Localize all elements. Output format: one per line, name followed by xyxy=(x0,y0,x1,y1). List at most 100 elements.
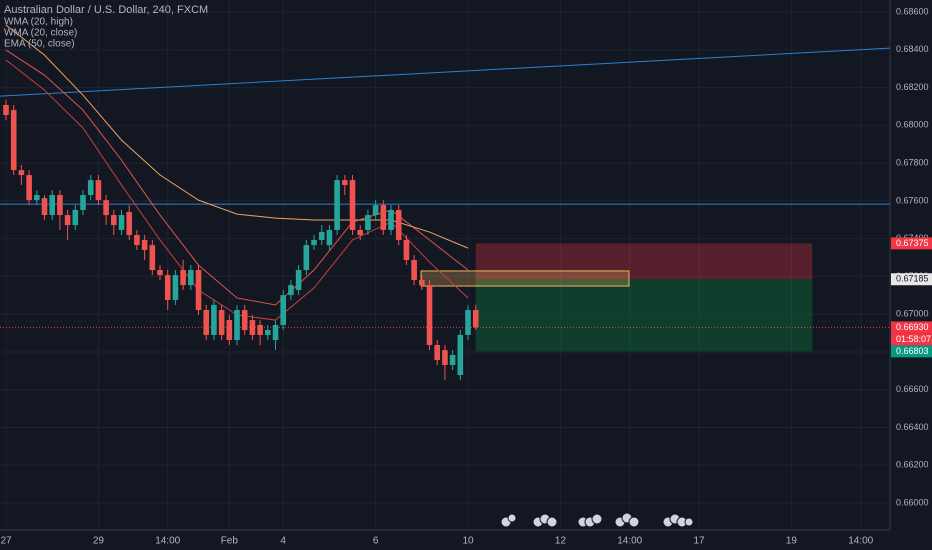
candle-body xyxy=(26,175,32,201)
candle-body xyxy=(311,239,317,246)
candle-body xyxy=(164,275,171,301)
candle-body xyxy=(295,270,302,291)
candle-body xyxy=(357,229,364,236)
x-tick-label: 29 xyxy=(93,536,105,547)
candle-body xyxy=(265,330,271,335)
candle-body xyxy=(188,270,194,286)
legend-entry: WMA (20, high) xyxy=(4,17,73,28)
candle-body xyxy=(141,239,148,250)
candle-body xyxy=(180,270,186,286)
candle-body xyxy=(426,285,433,345)
y-tick-label: 0.68400 xyxy=(896,44,929,54)
price-label: 0.67185 xyxy=(896,274,929,284)
candle-body xyxy=(72,209,79,226)
x-tick-label: 27 xyxy=(0,536,12,547)
y-tick-label: 0.67000 xyxy=(896,309,929,319)
candle-body xyxy=(349,180,356,230)
x-tick-label: 14:00 xyxy=(617,536,642,547)
stop-zone xyxy=(475,243,813,280)
price-label-bg xyxy=(891,237,932,250)
candle-body xyxy=(203,310,210,335)
candle-body xyxy=(288,285,294,296)
price-label: 0.66930 xyxy=(896,322,929,332)
chart-title: Australian Dollar / U.S. Dollar, 240, FX… xyxy=(4,4,208,16)
y-tick-label: 0.66600 xyxy=(896,384,929,394)
candle-body xyxy=(134,235,140,246)
candle-body xyxy=(472,310,479,328)
x-tick-label: 17 xyxy=(693,536,705,547)
candle-body xyxy=(234,310,240,341)
candle-body xyxy=(226,320,233,341)
countdown: 01:58:07 xyxy=(896,334,931,344)
y-tick-label: 0.68000 xyxy=(896,120,929,130)
candle-body xyxy=(449,354,456,365)
y-tick-label: 0.66000 xyxy=(896,497,929,507)
candle-body xyxy=(372,205,379,216)
candle-body xyxy=(457,334,464,375)
candle-body xyxy=(442,350,448,365)
candle-body xyxy=(318,232,325,240)
price-label: 0.67375 xyxy=(896,238,929,248)
candle-body xyxy=(326,229,333,246)
candle-body xyxy=(334,180,340,230)
candle-body xyxy=(57,195,63,216)
y-tick-label: 0.68200 xyxy=(896,82,929,92)
price-label: 0.66803 xyxy=(896,346,929,356)
candle-body xyxy=(18,170,25,176)
candle-body xyxy=(49,195,56,216)
target-zone xyxy=(475,279,813,352)
x-tick-label: 12 xyxy=(555,536,567,547)
candle-body xyxy=(41,198,48,216)
x-tick-label: 14:00 xyxy=(155,536,180,547)
candle-body xyxy=(95,180,102,201)
candle-body xyxy=(10,110,17,171)
price-label-bg xyxy=(891,321,932,334)
x-tick-label: 19 xyxy=(786,536,798,547)
candle-body xyxy=(111,215,117,226)
price-label-bg xyxy=(891,273,932,286)
candle-body xyxy=(211,304,217,335)
y-tick-label: 0.67600 xyxy=(896,195,929,205)
price-label-bg xyxy=(891,345,932,358)
candle-body xyxy=(103,200,109,216)
candle-body xyxy=(149,245,156,271)
candle-body xyxy=(257,324,263,335)
zone-box xyxy=(420,270,630,287)
trend-line xyxy=(0,47,891,97)
candle-body xyxy=(380,205,387,230)
event-icons xyxy=(500,512,694,528)
candle-body xyxy=(118,215,125,230)
y-tick-label: 0.67800 xyxy=(896,158,929,168)
legend-entry: EMA (50, close) xyxy=(4,39,75,50)
candle-body xyxy=(365,215,371,230)
candle-body xyxy=(395,209,402,240)
legend-entry: WMA (20, close) xyxy=(4,28,77,39)
candle-body xyxy=(241,310,248,331)
candle-body xyxy=(34,195,40,201)
candle-body xyxy=(434,344,441,361)
y-tick-label: 0.66200 xyxy=(896,460,929,470)
plot xyxy=(0,0,891,530)
candle-body xyxy=(157,270,163,276)
candle-body xyxy=(249,320,256,335)
candle-body xyxy=(126,212,133,236)
candle-body xyxy=(80,195,86,210)
y-tick-label: 0.68600 xyxy=(896,6,929,16)
x-tick-label: 10 xyxy=(462,536,474,547)
candle-body xyxy=(303,245,310,271)
candle-body xyxy=(419,280,425,286)
candle-body xyxy=(280,295,287,325)
y-tick-label: 0.66400 xyxy=(896,422,929,432)
candle-body xyxy=(195,270,202,311)
candle-body xyxy=(465,310,471,335)
candle-body xyxy=(411,259,417,281)
candle-body xyxy=(388,209,394,230)
candle-body xyxy=(403,239,410,260)
x-tick-label: 4 xyxy=(280,536,286,547)
candle-body xyxy=(272,324,279,341)
candle-body xyxy=(342,180,348,186)
countdown-bg xyxy=(891,333,932,346)
x-tick-label: 14:00 xyxy=(848,536,873,547)
candle-body xyxy=(218,310,225,335)
